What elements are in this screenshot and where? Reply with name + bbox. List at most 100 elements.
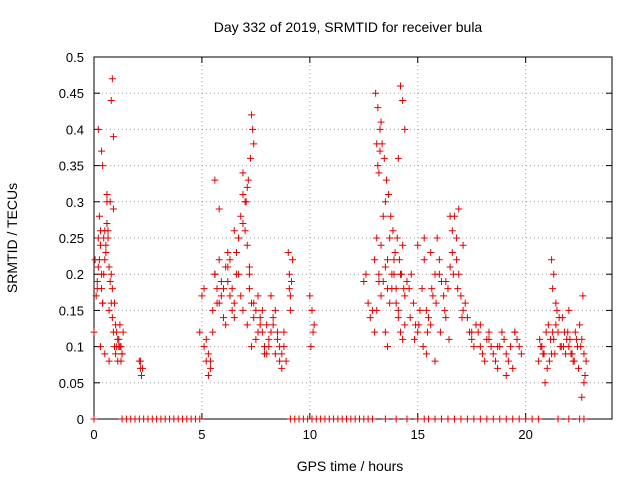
data-point — [107, 270, 115, 278]
data-point — [377, 118, 385, 126]
data-point — [580, 415, 588, 423]
data-point — [376, 147, 384, 155]
data-point — [102, 248, 110, 256]
data-point — [98, 147, 106, 155]
data-point — [99, 162, 107, 170]
data-point — [280, 343, 288, 351]
data-point — [286, 306, 294, 314]
data-point — [198, 292, 206, 300]
x-axis-label: GPS time / hours — [297, 458, 404, 474]
data-point — [209, 328, 217, 336]
data-point — [435, 270, 443, 278]
data-point — [215, 205, 223, 213]
data-point — [427, 248, 435, 256]
data-point — [366, 314, 374, 322]
data-point — [213, 299, 221, 307]
data-point — [108, 75, 116, 83]
data-point — [582, 357, 590, 365]
data-point — [564, 328, 572, 336]
data-point — [509, 415, 517, 423]
grid — [94, 57, 612, 419]
data-point — [368, 415, 376, 423]
data-point — [554, 415, 562, 423]
data-point — [489, 415, 497, 423]
data-point — [445, 335, 453, 343]
data-point — [470, 415, 478, 423]
data-point — [100, 234, 108, 242]
data-point — [278, 350, 286, 358]
data-point — [237, 292, 245, 300]
data-point — [453, 256, 461, 264]
data-point — [572, 335, 580, 343]
data-point — [217, 292, 225, 300]
data-point — [420, 234, 428, 242]
data-point — [449, 270, 457, 278]
data-point — [309, 328, 317, 336]
data-point — [207, 357, 215, 365]
data-point — [487, 343, 495, 351]
data-point — [381, 263, 389, 271]
data-point — [425, 314, 433, 322]
data-point — [371, 328, 379, 336]
data-point — [436, 328, 444, 336]
data-point — [252, 335, 260, 343]
data-point — [245, 270, 253, 278]
data-point — [553, 306, 561, 314]
data-point — [271, 306, 279, 314]
data-point — [360, 277, 368, 285]
data-point — [405, 285, 413, 293]
data-point — [196, 328, 204, 336]
y-tick-label: 0.2 — [66, 267, 84, 282]
data-point — [102, 241, 110, 249]
data-point — [377, 241, 385, 249]
data-point — [243, 241, 251, 249]
data-point — [113, 328, 121, 336]
data-point — [200, 285, 208, 293]
data-point — [200, 343, 208, 351]
data-point — [568, 350, 576, 358]
data-point — [420, 256, 428, 264]
data-point — [204, 350, 212, 358]
data-point — [513, 335, 521, 343]
data-point — [384, 343, 392, 351]
data-point — [476, 343, 484, 351]
data-point — [440, 292, 448, 300]
data-point — [502, 372, 510, 380]
data-point — [385, 191, 393, 199]
data-point — [235, 270, 243, 278]
data-point — [265, 343, 273, 351]
data-point — [441, 306, 449, 314]
data-point — [457, 292, 465, 300]
data-point — [101, 350, 109, 358]
data-point — [282, 357, 290, 365]
data-point — [109, 133, 117, 141]
data-point — [105, 306, 113, 314]
data-point — [267, 292, 275, 300]
data-point — [494, 343, 502, 351]
data-point — [396, 328, 404, 336]
data-point — [239, 220, 247, 228]
data-point — [485, 328, 493, 336]
chart-title: Day 332 of 2019, SRMTID for receiver bul… — [214, 19, 483, 35]
data-point — [376, 125, 384, 133]
data-point — [112, 350, 120, 358]
y-axis-label: SRMTID / TECUs — [4, 183, 20, 293]
data-point — [580, 350, 588, 358]
data-point — [459, 241, 467, 249]
data-point — [104, 227, 112, 235]
data-point — [543, 364, 551, 372]
data-point — [577, 343, 585, 351]
data-point — [258, 306, 266, 314]
y-tick-label: 0.4 — [66, 122, 84, 137]
data-point — [230, 299, 238, 307]
y-tick-label: 0.05 — [59, 376, 84, 391]
data-point — [364, 299, 372, 307]
data-point — [388, 285, 396, 293]
data-point — [379, 212, 387, 220]
data-point — [427, 321, 435, 329]
x-tick-label: 0 — [90, 427, 97, 442]
data-point — [401, 125, 409, 133]
data-point — [468, 335, 476, 343]
data-point — [392, 299, 400, 307]
data-point — [95, 256, 103, 264]
